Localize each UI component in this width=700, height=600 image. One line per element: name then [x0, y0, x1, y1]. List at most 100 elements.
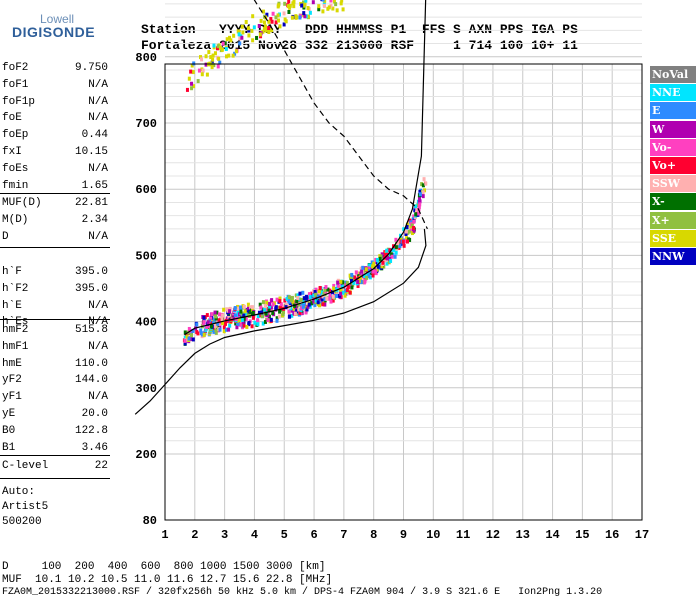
- echo-point: [304, 0, 308, 3]
- echo-point: [388, 256, 392, 261]
- echo-point: [201, 332, 205, 337]
- echo-point: [266, 318, 270, 323]
- scaling-method: Artist5: [2, 501, 49, 513]
- panel-separator: [0, 478, 110, 479]
- echo-point: [236, 321, 240, 326]
- echo-point: [275, 297, 279, 302]
- curve: [184, 0, 427, 336]
- x-tick-label: 10: [426, 528, 440, 542]
- x-tick-label: 9: [400, 528, 407, 542]
- echo-point: [255, 35, 259, 40]
- echo-point: [221, 313, 225, 318]
- echo-point: [286, 4, 290, 9]
- echo-point: [228, 306, 232, 311]
- echo-point: [325, 296, 329, 301]
- echo-point: [232, 33, 236, 38]
- echo-point: [212, 63, 216, 68]
- echo-point: [412, 228, 416, 233]
- echo-point: [404, 231, 408, 236]
- param-value: 515.8: [74, 324, 108, 336]
- echo-point: [262, 313, 266, 318]
- echo-point: [234, 313, 238, 318]
- param-value: 22: [94, 460, 108, 472]
- echo-point: [242, 323, 246, 328]
- echo-point: [317, 289, 321, 294]
- y-tick-label: 600: [135, 183, 157, 197]
- echo-point: [244, 311, 248, 316]
- echo-point: [323, 0, 327, 3]
- echo-point: [215, 310, 219, 315]
- echo-point: [341, 7, 345, 12]
- echo-point: [298, 311, 302, 316]
- param-value: 20.0: [81, 408, 108, 420]
- echo-point: [304, 310, 308, 315]
- echo-point: [404, 229, 408, 234]
- echo-point: [382, 258, 386, 263]
- echo-point: [216, 44, 220, 49]
- echo-point: [220, 47, 224, 52]
- echo-point: [225, 327, 229, 332]
- echo-point: [251, 38, 255, 43]
- panel-separator: [0, 247, 110, 248]
- echo-point: [217, 56, 221, 61]
- echo-point: [204, 62, 208, 67]
- echo-point: [269, 305, 273, 310]
- echo-point: [310, 301, 314, 306]
- echo-point: [289, 298, 293, 303]
- echo-point: [380, 264, 384, 269]
- echo-point: [256, 318, 260, 323]
- echo-point: [405, 239, 409, 244]
- echo-point: [334, 2, 338, 7]
- echo-point: [312, 293, 316, 298]
- echo-point: [340, 0, 344, 3]
- echo-point: [278, 305, 282, 310]
- echo-point: [214, 330, 218, 335]
- echo-point: [220, 317, 224, 322]
- echo-point: [302, 11, 306, 16]
- echo-point: [410, 223, 414, 228]
- echo-point: [369, 269, 373, 274]
- echo-point: [213, 51, 217, 56]
- param-value: N/A: [88, 299, 108, 312]
- echo-point: [187, 326, 191, 331]
- echo-point: [257, 310, 261, 315]
- x-tick-label: 8: [370, 528, 377, 542]
- echo-point: [345, 280, 349, 285]
- echo-point: [257, 24, 261, 29]
- echo-point: [298, 291, 302, 296]
- param-value: 122.8: [74, 424, 108, 437]
- echo-point: [287, 309, 291, 314]
- echo-point: [306, 14, 310, 19]
- echo-point: [269, 317, 273, 322]
- echo-point: [421, 190, 425, 195]
- param-row: yF1 N/A: [2, 391, 108, 406]
- echo-point: [323, 296, 327, 301]
- echo-point: [306, 6, 310, 11]
- echo-point: [209, 55, 213, 60]
- echo-point: [183, 330, 187, 335]
- echo-point: [321, 302, 325, 307]
- echo-point: [316, 300, 320, 305]
- echo-point: [368, 275, 372, 280]
- echo-point: [408, 237, 412, 242]
- echo-point: [374, 269, 378, 274]
- param-row: foE N/A: [2, 112, 108, 127]
- echo-point: [287, 0, 291, 4]
- echo-point: [250, 28, 254, 33]
- x-tick-label: 13: [516, 528, 530, 542]
- echo-point: [201, 68, 205, 73]
- echo-point: [397, 238, 401, 243]
- echo-point: [198, 55, 202, 60]
- echo-point: [244, 20, 248, 25]
- echo-point: [223, 41, 227, 46]
- y-tick-label: 500: [135, 249, 157, 263]
- x-tick-label: 1: [161, 528, 168, 542]
- param-value: 9.750: [74, 62, 108, 74]
- echo-point: [275, 316, 279, 321]
- echo-point: [214, 316, 218, 321]
- param-name: hmE: [2, 357, 22, 370]
- echo-point: [265, 308, 269, 313]
- echo-point: [191, 328, 195, 333]
- y-tick-label: 700: [135, 117, 157, 131]
- echo-point: [202, 320, 206, 325]
